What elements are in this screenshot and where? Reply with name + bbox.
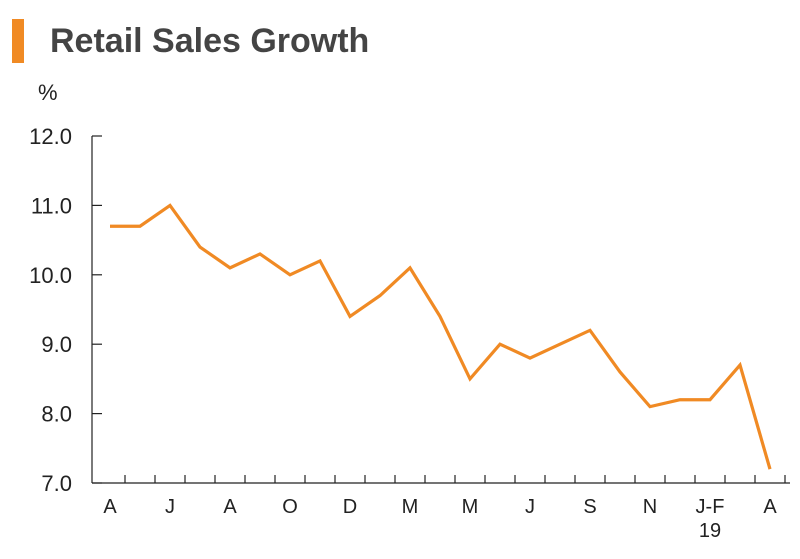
x-tick-label: J — [165, 496, 175, 518]
y-tick-label: 10.0 — [29, 263, 72, 288]
y-tick-label: 8.0 — [41, 402, 72, 427]
x-tick-label: A — [223, 496, 237, 518]
x-tick-label: A — [103, 496, 117, 518]
y-tick-label: 7.0 — [41, 471, 72, 496]
x-tick-label: J-F — [696, 496, 725, 518]
x-tick-sublabel: 19 — [699, 520, 721, 542]
x-tick-label: O — [282, 496, 298, 518]
y-tick-label: 9.0 — [41, 332, 72, 357]
chart-title-block: Retail Sales Growth — [12, 18, 369, 64]
x-tick-label: N — [643, 496, 657, 518]
series-line — [110, 203, 772, 470]
y-tick-label: 12.0 — [29, 124, 72, 149]
x-tick-label: M — [462, 496, 479, 518]
y-tick-label: 11.0 — [31, 193, 72, 218]
x-tick-label: M — [402, 496, 419, 518]
chart-title: Retail Sales Growth — [50, 21, 370, 60]
y-axis-unit-label: % — [38, 80, 58, 105]
x-tick-label: J — [525, 496, 535, 518]
x-tick-label: D — [343, 496, 357, 518]
x-tick-label: A — [763, 496, 777, 518]
x-tick-label: S — [583, 496, 596, 518]
title-accent-bar — [12, 19, 24, 63]
